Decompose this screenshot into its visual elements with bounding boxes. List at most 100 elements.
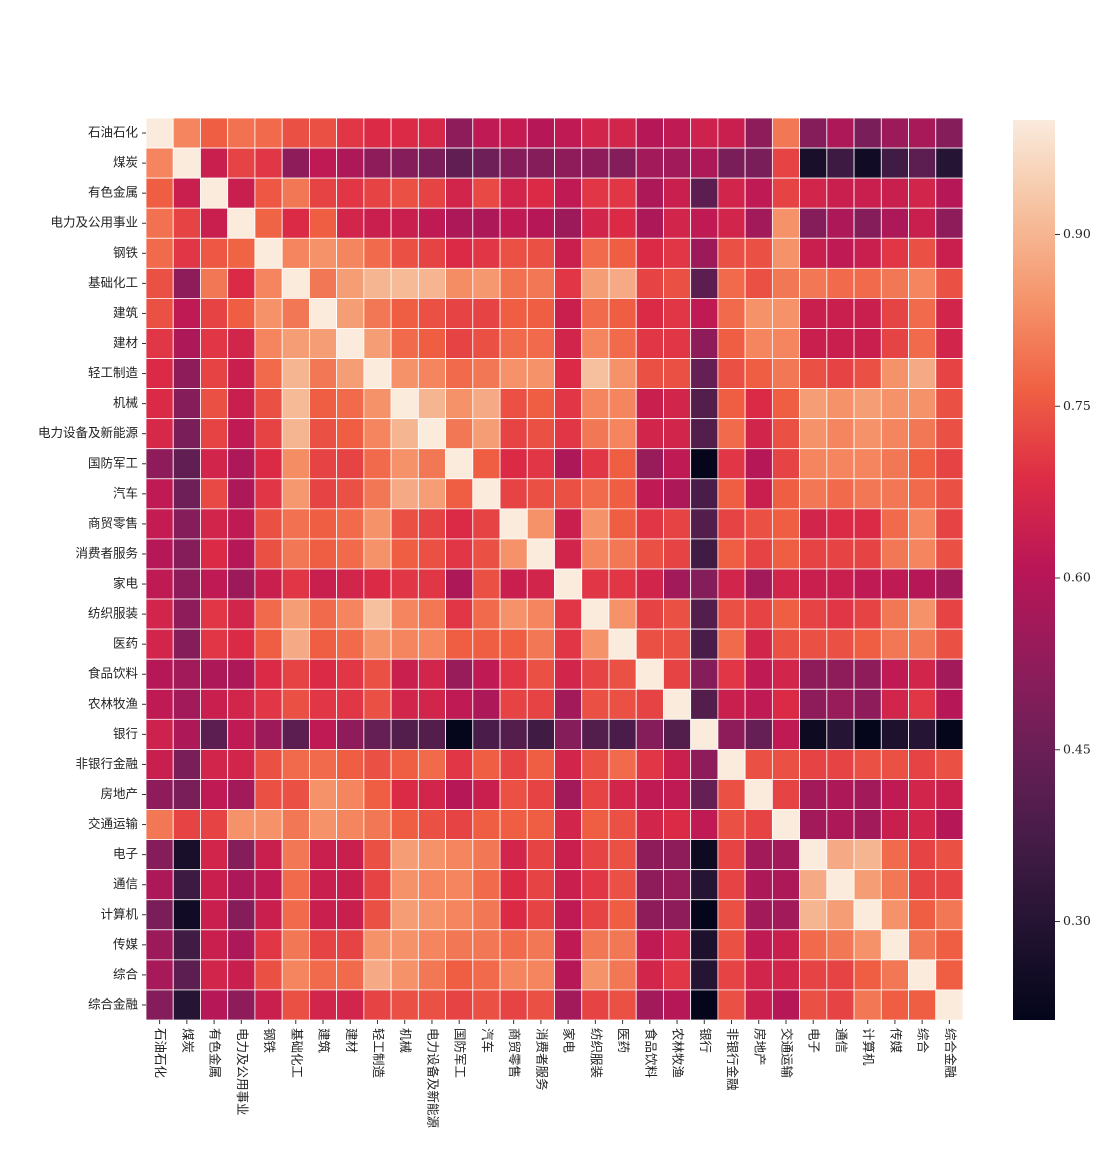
heatmap-cell: [771, 718, 800, 750]
y-tick-label: 银行: [113, 726, 138, 741]
heatmap-cell: [172, 989, 201, 1021]
heatmap-cell: [581, 328, 610, 359]
heatmap-cell: [635, 718, 664, 750]
heatmap-cell: [145, 899, 174, 931]
heatmap-cell: [663, 448, 692, 480]
heatmap-cell: [472, 177, 501, 209]
heatmap-cell: [608, 147, 637, 179]
heatmap-cell: [417, 508, 446, 540]
heatmap-cell: [363, 117, 392, 149]
heatmap-cell: [935, 508, 964, 540]
heatmap-cell: [581, 538, 610, 570]
heatmap-cell: [771, 508, 800, 540]
heatmap-cell: [853, 328, 882, 359]
heatmap-cell: [145, 297, 174, 329]
heatmap-cell: [717, 959, 746, 991]
heatmap-cell: [826, 418, 855, 450]
heatmap-cell: [853, 809, 882, 840]
heatmap-cell: [717, 869, 746, 901]
heatmap-cell: [145, 749, 174, 780]
heatmap-cell: [254, 568, 283, 600]
heatmap-cell: [744, 147, 773, 179]
x-tick-label: 钢铁: [262, 1028, 277, 1054]
heatmap-cell: [227, 899, 256, 931]
heatmap-cell: [935, 117, 964, 149]
heatmap-cell: [826, 237, 855, 269]
heatmap-cell: [826, 989, 855, 1021]
heatmap-cell: [554, 207, 583, 239]
heatmap-cell: [581, 658, 610, 690]
heatmap-cell: [390, 839, 419, 871]
heatmap-cell: [581, 568, 610, 600]
heatmap-cell: [608, 809, 637, 840]
heatmap-cell: [227, 147, 256, 179]
heatmap-cell: [717, 598, 746, 630]
heatmap-cell: [499, 929, 528, 961]
y-tick-label: 电力及公用事业: [50, 215, 138, 230]
heatmap-cell: [799, 267, 828, 299]
heatmap-cell: [227, 989, 256, 1021]
heatmap-cell: [254, 328, 283, 359]
heatmap-cell: [172, 568, 201, 600]
heatmap-cell: [172, 117, 201, 149]
heatmap-cell: [663, 538, 692, 570]
heatmap-cell: [744, 718, 773, 750]
heatmap-cell: [254, 267, 283, 299]
heatmap-cell: [690, 448, 719, 480]
heatmap-cell: [935, 147, 964, 179]
heatmap-cell: [200, 538, 229, 570]
heatmap-cell: [145, 508, 174, 540]
heatmap-cell: [771, 448, 800, 480]
y-tick-label: 计算机: [100, 906, 138, 921]
heatmap-cell: [200, 388, 229, 420]
heatmap-cell: [445, 959, 474, 991]
heatmap-cell: [663, 267, 692, 299]
heatmap-cell: [581, 267, 610, 299]
heatmap-cell: [308, 448, 338, 480]
heatmap-cell: [935, 267, 964, 299]
heatmap-cell: [172, 147, 201, 179]
heatmap-cell: [227, 598, 256, 630]
heatmap-cell: [608, 929, 637, 961]
heatmap-cell: [200, 267, 229, 299]
heatmap-cell: [771, 328, 800, 359]
heatmap-cell: [880, 538, 909, 570]
heatmap-cell: [771, 478, 800, 510]
x-tick-label: 石油石化: [153, 1028, 168, 1079]
heatmap-cell: [281, 267, 310, 299]
heatmap-cell: [908, 358, 937, 389]
heatmap-cell: [880, 718, 909, 750]
heatmap-cell: [499, 779, 528, 810]
heatmap-cell: [363, 809, 392, 840]
heatmap-cell: [608, 598, 637, 630]
heatmap-cell: [417, 929, 446, 961]
heatmap-cell: [308, 538, 338, 570]
heatmap-cell: [445, 448, 474, 480]
heatmap-cell: [908, 658, 937, 690]
heatmap-cell: [935, 779, 964, 810]
heatmap-cell: [363, 237, 392, 269]
heatmap-cell: [200, 147, 229, 179]
heatmap-cell: [417, 658, 446, 690]
heatmap-cell: [744, 508, 773, 540]
heatmap-cell: [336, 297, 365, 329]
heatmap-cell: [499, 658, 528, 690]
heatmap-cell: [499, 568, 528, 600]
heatmap-cell: [200, 328, 229, 359]
heatmap-cell: [908, 237, 937, 269]
heatmap-cell: [526, 117, 555, 149]
heatmap-cell: [308, 749, 338, 780]
heatmap-cell: [145, 839, 174, 871]
heatmap-cell: [771, 237, 800, 269]
heatmap-cell: [390, 658, 419, 690]
heatmap-cell: [608, 869, 637, 901]
heatmap-cell: [472, 688, 501, 720]
heatmap-cell: [635, 598, 664, 630]
heatmap-cell: [145, 568, 174, 600]
y-tick-label: 农林牧渔: [88, 696, 138, 711]
heatmap-cell: [200, 839, 229, 871]
heatmap-cell: [363, 628, 392, 660]
heatmap-cell: [281, 538, 310, 570]
heatmap-cell: [526, 568, 555, 600]
heatmap-cell: [336, 779, 365, 810]
